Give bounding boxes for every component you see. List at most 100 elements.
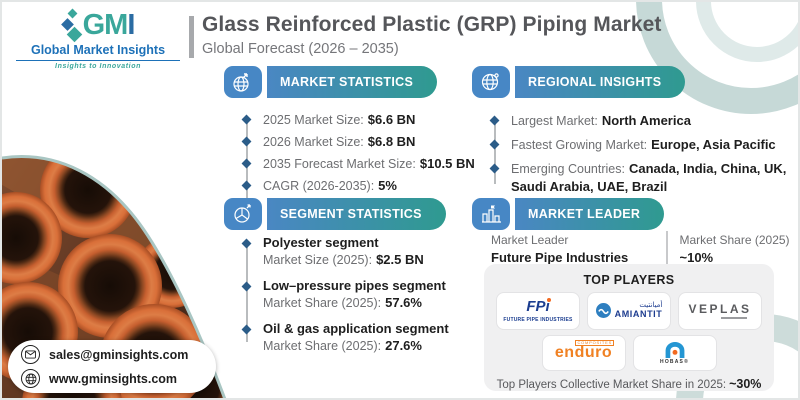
section-header-regional-insights: REGIONAL INSIGHTS bbox=[472, 66, 686, 98]
contact-website-link[interactable]: www.gminsights.com bbox=[21, 369, 216, 388]
veplas-tagline-line bbox=[721, 317, 747, 319]
contact-panel: sales@gminsights.com www.gminsights.com bbox=[8, 340, 216, 393]
stat-value: $10.5 BN bbox=[419, 156, 475, 171]
bullet-diamond-icon bbox=[241, 114, 252, 125]
enduro-logo-text: enduro bbox=[554, 344, 613, 361]
stat-label: Emerging Countries: bbox=[511, 162, 625, 176]
gmi-letters-gm: GM bbox=[82, 9, 129, 41]
logo-card-future-pipe-industries: FPi FUTURE PIPE INDUSTRIES bbox=[496, 292, 580, 330]
leader-label: Market Leader bbox=[491, 233, 569, 247]
caption-value: ~30% bbox=[729, 377, 762, 391]
stat-label: Market Size (2025): bbox=[263, 253, 373, 267]
caption-label: Top Players Collective Market Share in 2… bbox=[496, 379, 727, 391]
fpi-logo-text: FPi bbox=[526, 298, 550, 315]
stat-label: Market Share (2025): bbox=[263, 339, 382, 353]
bullet-diamond-icon bbox=[489, 139, 500, 150]
enduro-logo-sub: COMPOSITES bbox=[575, 340, 615, 346]
stat-value: Europe, Asia Pacific bbox=[651, 137, 776, 152]
top-players-caption: Top Players Collective Market Share in 2… bbox=[484, 377, 774, 391]
title-accent-bar bbox=[189, 16, 194, 58]
bullet-diamond-icon bbox=[241, 281, 252, 292]
stat-label: 2026 Market Size: bbox=[263, 134, 364, 149]
logo-card-hobas: HOBAS® bbox=[632, 335, 717, 371]
share-label: Market Share (2025) bbox=[679, 233, 790, 247]
gmi-diamonds-icon bbox=[60, 8, 82, 43]
list-item: Polyester segment Market Size (2025): $2.… bbox=[241, 235, 465, 269]
vertical-divider bbox=[666, 231, 668, 267]
gmi-logo: GMI Global Market Insights Insights to I… bbox=[16, 8, 180, 70]
list-item: CAGR (2026-2035): 5% bbox=[241, 178, 475, 193]
stat-value: 5% bbox=[378, 178, 397, 193]
list-item: Fastest Growing Market: Europe, Asia Paci… bbox=[489, 136, 791, 154]
list-item: Emerging Countries: Canada, India, China,… bbox=[489, 160, 791, 196]
fpi-dot-icon bbox=[546, 298, 551, 302]
bullet-connector-line bbox=[494, 120, 496, 184]
market-stats-list: 2025 Market Size: $6.6 BN 2026 Market Si… bbox=[241, 112, 475, 200]
list-item: 2025 Market Size: $6.6 BN bbox=[241, 112, 475, 127]
top-players-title: TOP PLAYERS bbox=[583, 273, 675, 287]
bullet-diamond-icon bbox=[241, 238, 252, 249]
top-players-row-2: enduro COMPOSITES HOBAS® bbox=[484, 335, 774, 371]
pie-chart-icon bbox=[224, 198, 262, 230]
list-item: Oil & gas application segment Market Sha… bbox=[241, 321, 465, 355]
section-title: SEGMENT STATISTICS bbox=[267, 198, 446, 230]
fpi-logo-sub: FUTURE PIPE INDUSTRIES bbox=[503, 317, 573, 323]
section-header-segment-statistics: SEGMENT STATISTICS bbox=[224, 198, 446, 230]
list-item: 2026 Market Size: $6.8 BN bbox=[241, 134, 475, 149]
segment-title: Low–pressure pipes segment bbox=[263, 278, 446, 293]
leader-name-block: Market Leader Future Pipe Industries bbox=[491, 233, 666, 265]
bullet-diamond-icon bbox=[489, 163, 500, 174]
section-header-market-statistics: MARKET STATISTICS bbox=[224, 66, 438, 98]
stat-value: $6.8 BN bbox=[367, 134, 416, 149]
stat-label: Fastest Growing Market: bbox=[511, 138, 648, 152]
hobas-logo-text: HOBAS® bbox=[660, 358, 689, 365]
top-players-row-1: FPi FUTURE PIPE INDUSTRIES أميانتيت AMIA… bbox=[484, 292, 774, 330]
page-title: Glass Reinforced Plastic (GRP) Piping Ma… bbox=[202, 13, 662, 36]
gmi-wordmark: GMI bbox=[82, 9, 136, 41]
stat-value: $2.5 BN bbox=[376, 252, 424, 267]
logo-card-enduro: enduro COMPOSITES bbox=[541, 335, 626, 371]
contact-website-text: www.gminsights.com bbox=[49, 371, 178, 386]
bullet-diamond-icon bbox=[241, 324, 252, 335]
stat-label: CAGR (2026-2035): bbox=[263, 178, 375, 193]
stat-label: 2035 Forecast Market Size: bbox=[263, 156, 416, 171]
contact-email-link[interactable]: sales@gminsights.com bbox=[21, 345, 216, 364]
hobas-h-icon bbox=[665, 341, 684, 358]
stat-value: $6.6 BN bbox=[367, 112, 416, 127]
veplas-logo-text: VEPLAS bbox=[688, 302, 752, 317]
stat-label: Largest Market: bbox=[511, 114, 598, 128]
section-header-market-leader: MARKET LEADER bbox=[472, 198, 665, 230]
amiantit-arabic-text: أميانتيت bbox=[639, 301, 663, 310]
bullet-connector-line bbox=[246, 243, 248, 342]
globe-icon bbox=[472, 66, 510, 98]
bullet-diamond-icon bbox=[241, 158, 252, 169]
logo-company-name: Global Market Insights bbox=[16, 43, 180, 61]
market-leader-info: Market Leader Future Pipe Industries Mar… bbox=[491, 231, 790, 267]
header: Glass Reinforced Plastic (GRP) Piping Ma… bbox=[202, 13, 792, 57]
leader-share-block: Market Share (2025) ~10% bbox=[680, 233, 790, 265]
list-item: 2035 Forecast Market Size: $10.5 BN bbox=[241, 156, 475, 171]
envelope-icon bbox=[21, 345, 40, 364]
contact-email-text: sales@gminsights.com bbox=[49, 347, 189, 362]
logo-tagline: Insights to Innovation bbox=[55, 63, 141, 70]
bullet-diamond-icon bbox=[489, 115, 500, 126]
page-subtitle: Global Forecast (2026 – 2035) bbox=[202, 41, 399, 57]
regional-insights-list: Largest Market: North America Fastest Gro… bbox=[489, 112, 791, 202]
bullet-diamond-icon bbox=[241, 136, 252, 147]
stat-value: 27.6% bbox=[385, 338, 422, 353]
segment-title: Oil & gas application segment bbox=[263, 321, 449, 336]
segment-stats-list: Polyester segment Market Size (2025): $2.… bbox=[241, 235, 465, 364]
stat-value: 57.6% bbox=[385, 295, 422, 310]
section-title: MARKET STATISTICS bbox=[267, 66, 438, 98]
list-item: Largest Market: North America bbox=[489, 112, 791, 130]
stat-value: Canada, India, China, UK, Saudi Arabia, … bbox=[511, 161, 787, 194]
leader-value: Future Pipe Industries bbox=[491, 250, 629, 265]
stat-label: Market Share (2025): bbox=[263, 296, 382, 310]
list-item: Low–pressure pipes segment Market Share … bbox=[241, 278, 465, 312]
globe-chart-icon bbox=[224, 66, 262, 98]
stat-value: North America bbox=[601, 113, 691, 128]
segment-title: Polyester segment bbox=[263, 235, 379, 250]
podium-chart-icon bbox=[472, 198, 510, 230]
amiantit-logo-text: AMIANTIT bbox=[614, 308, 663, 319]
